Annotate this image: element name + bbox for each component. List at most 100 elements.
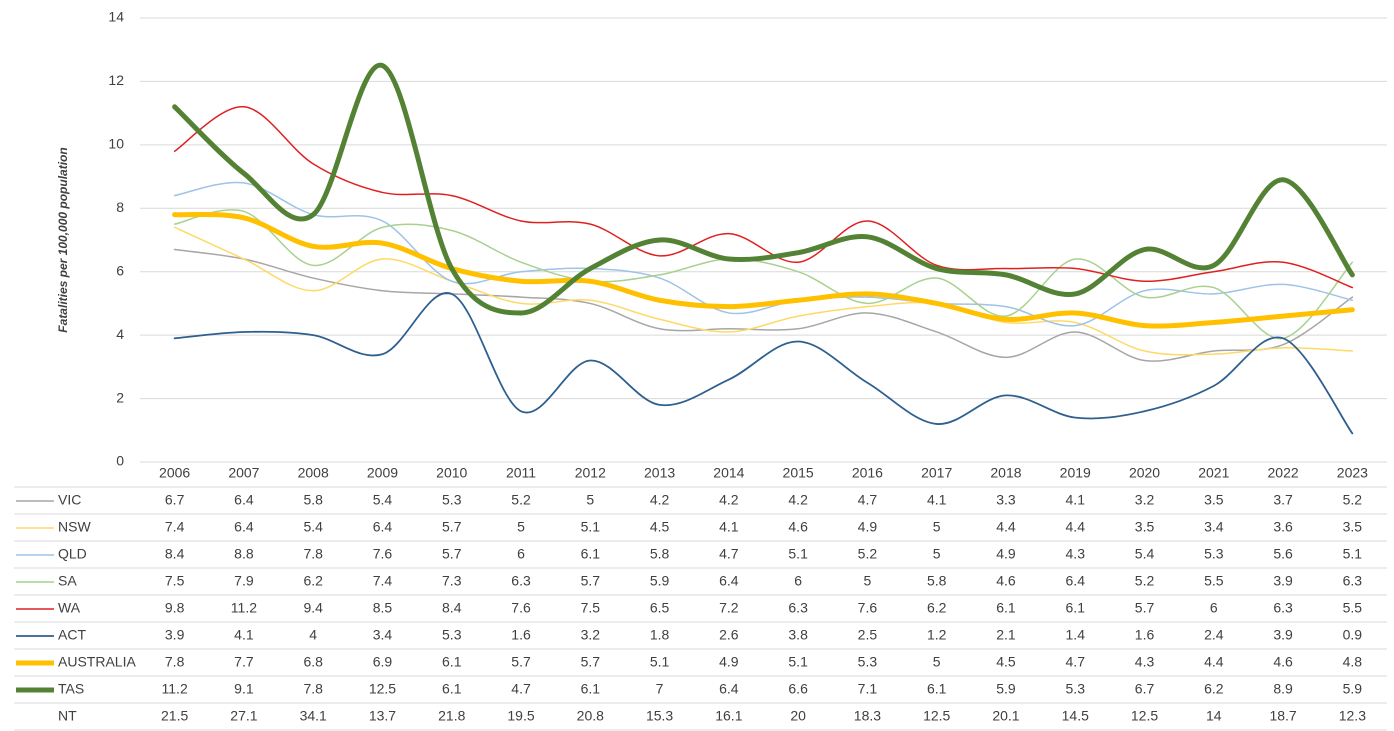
table-cell: 6.2 xyxy=(927,600,947,616)
table-cell: 7.6 xyxy=(511,600,531,616)
table-cell: 5.7 xyxy=(581,654,601,670)
table-cell: 1.6 xyxy=(511,627,531,643)
table-cell: 19.5 xyxy=(507,708,534,724)
table-cell: 4.4 xyxy=(1204,654,1224,670)
table-cell: 5.9 xyxy=(996,681,1016,697)
table-cell: 3.9 xyxy=(1273,573,1293,589)
table-cell: 6 xyxy=(517,546,525,562)
table-cell: 5.7 xyxy=(511,654,531,670)
table-cell: 9.1 xyxy=(234,681,254,697)
x-tick-label: 2012 xyxy=(575,465,606,481)
table-cell: 6.4 xyxy=(719,681,739,697)
table-cell: 2.5 xyxy=(858,627,878,643)
table-cell: 6.4 xyxy=(1066,573,1086,589)
table-cell: 6.3 xyxy=(1343,573,1363,589)
table-cell: 5.8 xyxy=(650,546,670,562)
table-cell: 20.1 xyxy=(992,708,1019,724)
table-cell: 14.5 xyxy=(1062,708,1089,724)
table-cell: 5.3 xyxy=(442,627,462,643)
table-cell: 5.2 xyxy=(1135,573,1155,589)
series-line xyxy=(173,106,1354,289)
table-cell: 4.7 xyxy=(858,492,878,508)
x-tick-label: 2014 xyxy=(713,465,744,481)
table-cell: 13.7 xyxy=(369,708,396,724)
table-cell: 18.3 xyxy=(854,708,881,724)
y-tick-label: 4 xyxy=(116,326,124,342)
table-cell: 4.2 xyxy=(719,492,739,508)
table-cell: 5.1 xyxy=(788,546,808,562)
table-cell: 6.1 xyxy=(581,681,601,697)
table-cell: 5.9 xyxy=(1343,681,1363,697)
table-cell: 4.6 xyxy=(788,519,808,535)
table-cell: 6.1 xyxy=(442,681,462,697)
table-cell: 3.6 xyxy=(1273,519,1293,535)
table-cell: 7.4 xyxy=(373,573,393,589)
table-cell: 14 xyxy=(1206,708,1222,724)
legend-label: WA xyxy=(58,600,81,616)
table-cell: 6.7 xyxy=(165,492,185,508)
series-line xyxy=(172,63,1355,316)
table-cell: 3.3 xyxy=(996,492,1016,508)
table-cell: 3.9 xyxy=(165,627,185,643)
table-cell: 4.1 xyxy=(719,519,739,535)
table-cell: 4 xyxy=(309,627,317,643)
table-cell: 3.7 xyxy=(1273,492,1293,508)
table-cell: 18.7 xyxy=(1269,708,1296,724)
table-cell: 2.6 xyxy=(719,627,739,643)
table-cell: 7.6 xyxy=(858,600,878,616)
legend-label: NSW xyxy=(58,519,91,535)
table-cell: 5.3 xyxy=(1066,681,1086,697)
x-tick-label: 2016 xyxy=(852,465,883,481)
table-cell: 5.7 xyxy=(1135,600,1155,616)
table-cell: 1.6 xyxy=(1135,627,1155,643)
table-cell: 2.1 xyxy=(996,627,1016,643)
table-cell: 4.6 xyxy=(1273,654,1293,670)
x-tick-label: 2023 xyxy=(1337,465,1368,481)
table-cell: 5.8 xyxy=(303,492,323,508)
table-cell: 2.4 xyxy=(1204,627,1224,643)
table-cell: 5.1 xyxy=(650,654,670,670)
table-cell: 7.6 xyxy=(373,546,393,562)
series-line xyxy=(173,292,1354,435)
table-cell: 6.2 xyxy=(303,573,323,589)
x-tick-label: 2015 xyxy=(783,465,814,481)
y-axis-label: Fatalities per 100,000 population xyxy=(56,147,70,332)
table-cell: 5.4 xyxy=(373,492,393,508)
x-tick-label: 2021 xyxy=(1198,465,1229,481)
table-cell: 15.3 xyxy=(646,708,673,724)
table-cell: 8.9 xyxy=(1273,681,1293,697)
table-cell: 0.9 xyxy=(1343,627,1363,643)
table-cell: 5.7 xyxy=(442,519,462,535)
table-cell: 6.4 xyxy=(373,519,393,535)
table-cell: 4.6 xyxy=(996,573,1016,589)
table-cell: 5.7 xyxy=(442,546,462,562)
table-cell: 5.5 xyxy=(1343,600,1363,616)
table-cell: 6.1 xyxy=(927,681,947,697)
table-cell: 20.8 xyxy=(577,708,604,724)
table-cell: 1.8 xyxy=(650,627,670,643)
table-cell: 12.5 xyxy=(1131,708,1158,724)
table-cell: 4.7 xyxy=(719,546,739,562)
table-cell: 6.4 xyxy=(719,573,739,589)
table-cell: 4.5 xyxy=(996,654,1016,670)
table-cell: 6 xyxy=(1210,600,1218,616)
table-cell: 6.5 xyxy=(650,600,670,616)
legend-label: QLD xyxy=(58,546,87,562)
x-tick-label: 2006 xyxy=(159,465,190,481)
table-cell: 3.5 xyxy=(1135,519,1155,535)
legend-label: ACT xyxy=(58,627,86,643)
x-tick-label: 2022 xyxy=(1268,465,1299,481)
table-cell: 1.2 xyxy=(927,627,947,643)
table-cell: 6.7 xyxy=(1135,681,1155,697)
table-cell: 7 xyxy=(656,681,664,697)
table-cell: 6.1 xyxy=(581,546,601,562)
legend-label: AUSTRALIA xyxy=(58,654,136,670)
table-cell: 5.9 xyxy=(650,573,670,589)
x-tick-label: 2007 xyxy=(228,465,259,481)
table-cell: 4.1 xyxy=(1066,492,1086,508)
y-tick-label: 2 xyxy=(116,389,124,405)
table-cell: 7.8 xyxy=(303,546,323,562)
table-cell: 5.2 xyxy=(858,546,878,562)
table-cell: 4.1 xyxy=(234,627,254,643)
table-cell: 6.2 xyxy=(1204,681,1224,697)
